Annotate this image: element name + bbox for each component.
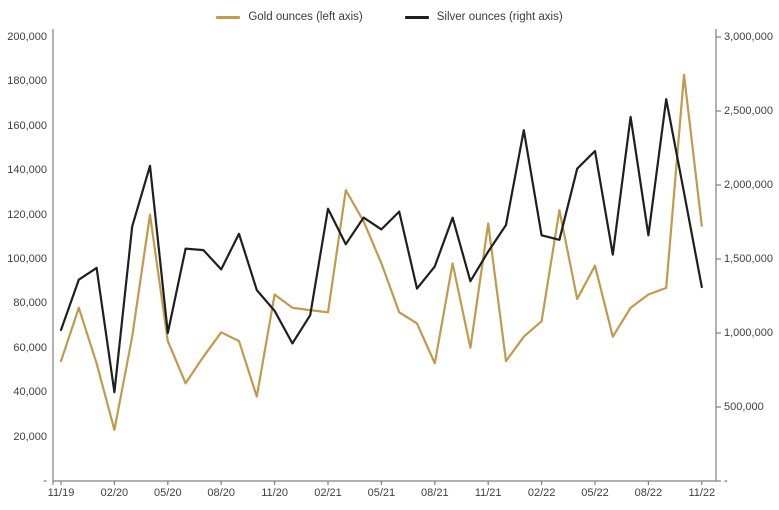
right-axis-tick-label: 2,000,000: [724, 179, 773, 191]
legend-item-silver: Silver ounces (right axis): [404, 11, 563, 23]
x-axis-tick-label: 02/20: [100, 487, 129, 499]
x-axis-tick-label: 11/19: [47, 487, 75, 499]
x-axis-tick-label: 08/22: [634, 487, 663, 499]
legend: Gold ounces (left axis) Silver ounces (r…: [0, 8, 779, 26]
right-axis-labels: 3,000,000 2,500,000 2,000,000 1,500,000 1,00…: [724, 0, 779, 510]
right-axis-tick-label: -: [724, 475, 728, 487]
x-axis-tick-label: 11/22: [688, 487, 716, 499]
left-axis-tick-label: 60,000: [13, 341, 47, 354]
x-axis-tick-label: 05/20: [154, 487, 182, 499]
left-axis-tick-label: 160,000: [7, 119, 47, 132]
gold-series-line: [59, 73, 703, 431]
left-axis-tick-label: -: [43, 475, 47, 487]
left-axis-tick-label: 40,000: [13, 386, 47, 399]
left-axis-tick-label: 20,000: [13, 430, 47, 443]
x-axis-tick-label: 02/22: [527, 487, 556, 499]
right-axis-tick-label: 3,000,000: [724, 31, 773, 43]
legend-label-gold: Gold ounces (left axis): [248, 11, 363, 23]
right-axis-tick-label: 500,000: [724, 401, 764, 413]
right-axis-tick-label: 1,500,000: [724, 253, 773, 265]
left-axis-tick-label: 140,000: [7, 164, 47, 177]
left-axis-tick-label: 100,000: [7, 253, 47, 265]
x-axis-tick-label: 05/21: [367, 487, 396, 499]
silver-series-line: [59, 98, 703, 394]
x-axis-labels: 11/19 02/20 05/20 08/20 11/20 02/21 05/21 08/21…: [0, 487, 779, 503]
x-axis-tick-label: 11/20: [261, 487, 288, 499]
x-axis-tick-label: 02/21: [314, 487, 342, 499]
right-axis-tick-label: 1,000,000: [724, 327, 773, 339]
left-axis-tick-label: 200,000: [7, 31, 47, 43]
left-axis-labels: 200,000 180,000 160,000 140,000 120,000 100,0…: [0, 0, 47, 510]
silver-line-swatch: [404, 15, 429, 19]
left-axis-tick-label: 80,000: [13, 297, 47, 310]
gold-line-swatch: [216, 15, 241, 19]
left-axis-tick-label: 180,000: [7, 75, 47, 88]
x-axis-tick-label: 08/21: [421, 487, 449, 499]
right-axis-tick-label: 2,500,000: [724, 105, 773, 117]
left-axis-tick-label: 120,000: [7, 208, 47, 221]
x-axis-tick-label: 05/22: [581, 487, 609, 499]
x-axis-tick-label: 08/20: [207, 487, 235, 499]
legend-label-silver: Silver ounces (right axis): [436, 11, 563, 23]
x-axis-tick-label: 11/21: [474, 487, 502, 499]
legend-item-gold: Gold ounces (left axis): [216, 11, 363, 23]
